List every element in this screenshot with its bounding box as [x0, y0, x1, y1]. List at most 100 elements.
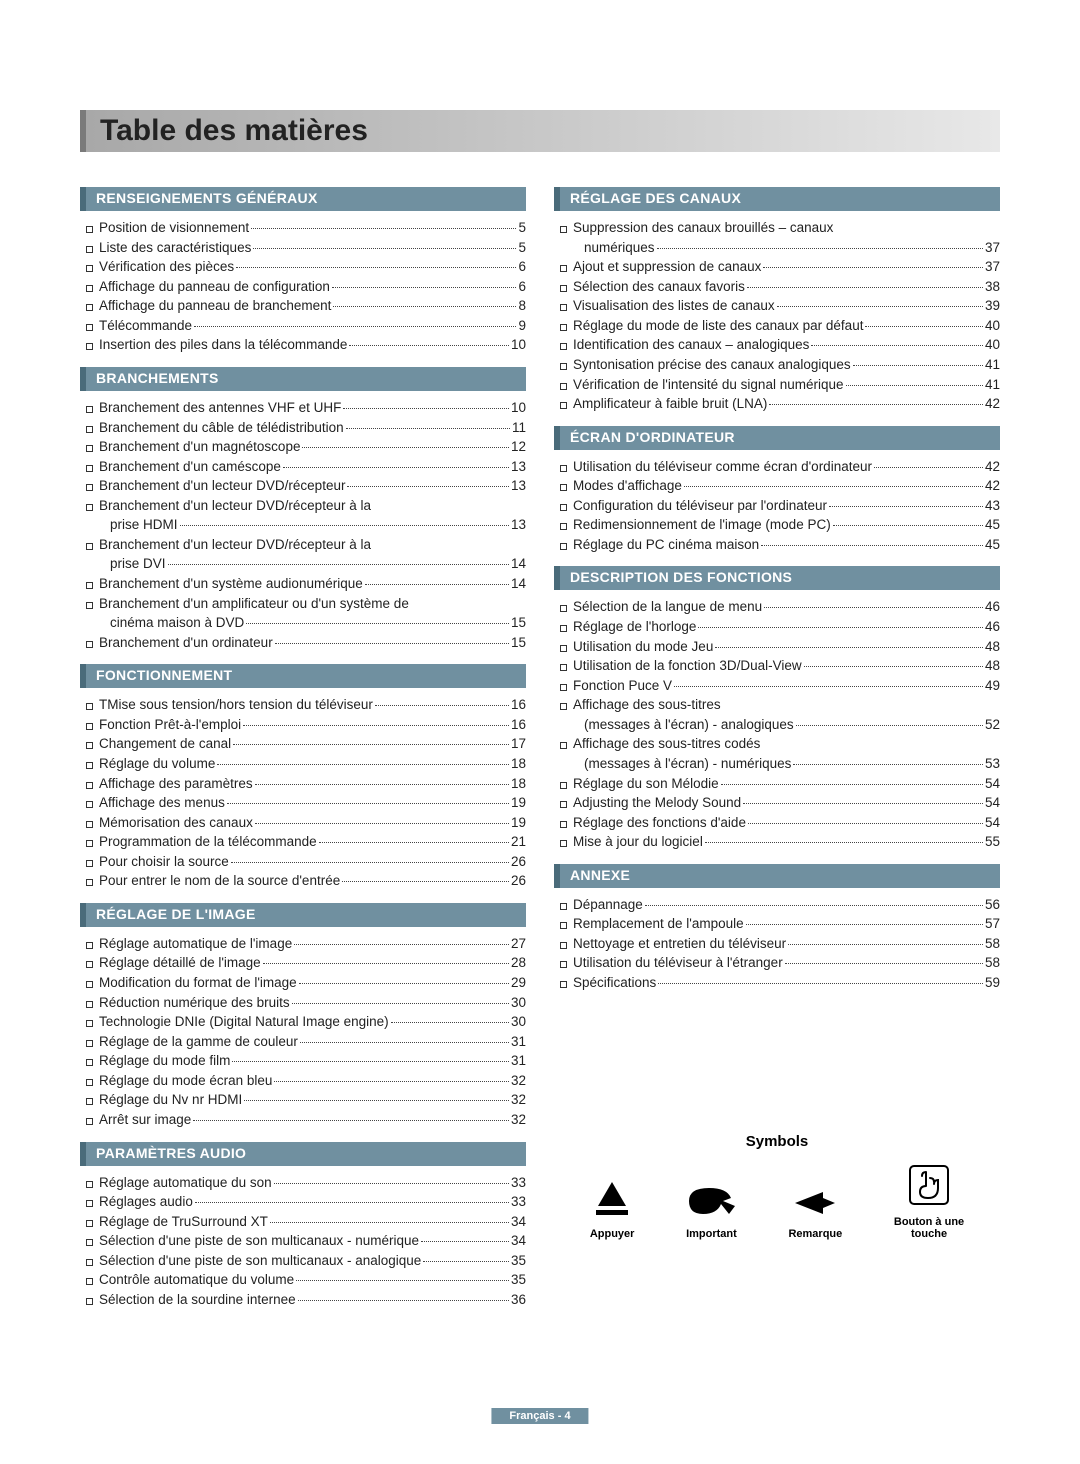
toc-item: Réglage automatique de l'image27 [86, 934, 526, 954]
toc-label: Spécifications [573, 973, 656, 993]
toc-label: Modification du format de l'image [99, 973, 297, 993]
toc-item: Réglage du mode écran bleu32 [86, 1071, 526, 1091]
toc-page-number: 56 [985, 895, 1000, 915]
toc-page-number: 9 [518, 316, 526, 336]
toc-label: Visualisation des listes de canaux [573, 296, 775, 316]
bullet-icon [86, 782, 93, 789]
toc-label: Liste des caractéristiques [99, 238, 251, 258]
toc-leader-dots [298, 1300, 509, 1301]
toc-page-number: 45 [985, 515, 1000, 535]
toc-list: TMise sous tension/hors tension du télév… [80, 695, 526, 891]
toc-item: Branchement d'un amplificateur ou d'un s… [86, 594, 526, 614]
toc-page-number: 19 [511, 793, 526, 813]
symbol-item: Bouton à unetouche [894, 1164, 964, 1241]
symbols-title: Symbols [554, 1133, 1000, 1150]
toc-item: Nettoyage et entretien du téléviseur58 [560, 934, 1000, 954]
bullet-icon [560, 285, 567, 292]
toc-page-number: 29 [511, 973, 526, 993]
toc-item: Insertion des piles dans la télécommande… [86, 335, 526, 355]
bullet-icon [560, 742, 567, 749]
bullet-icon [86, 1020, 93, 1027]
toc-item: Utilisation de la fonction 3D/Dual-View4… [560, 656, 1000, 676]
bullet-icon [560, 265, 567, 272]
toc-list: Position de visionnement5Liste des carac… [80, 218, 526, 355]
toc-page-number: 40 [985, 335, 1000, 355]
bullet-icon [86, 703, 93, 710]
toc-page-number: 42 [985, 457, 1000, 477]
bullet-icon [86, 981, 93, 988]
toc-page-number: 39 [985, 296, 1000, 316]
section-heading-text: ÉCRAN D'ORDINATEUR [570, 429, 735, 445]
toc-label: prise HDMI [110, 515, 178, 535]
toc-leader-dots [747, 287, 983, 288]
toc-label: Suppression des canaux brouillés – canau… [573, 218, 833, 238]
toc-leader-dots [763, 267, 983, 268]
toc-item: Réglage de TruSurround XT34 [86, 1212, 526, 1232]
toc-list: Branchement des antennes VHF et UHF10Bra… [80, 398, 526, 652]
toc-item: Réglage de la gamme de couleur31 [86, 1032, 526, 1052]
toc-label: (messages à l'écran) - analogiques [584, 715, 794, 735]
toc-list: Réglage automatique de l'image27 Réglage … [80, 934, 526, 1130]
bullet-icon [86, 821, 93, 828]
bullet-icon [560, 782, 567, 789]
toc-label: Branchement d'un lecteur DVD/récepteur [99, 476, 345, 496]
section-heading: ANNEXE [554, 864, 1000, 888]
toc-item: numériques37 [560, 238, 1000, 258]
toc-label: Fonction Puce V [573, 676, 672, 696]
toc-page-number: 14 [511, 574, 526, 594]
toc-leader-dots [705, 842, 983, 843]
bullet-icon [86, 484, 93, 491]
toc-leader-dots [217, 764, 509, 765]
page-title-bar: Table des matières [80, 110, 1000, 152]
toc-item: Visualisation des listes de canaux 39 [560, 296, 1000, 316]
bullet-icon [86, 840, 93, 847]
section-heading-text: PARAMÈTRES AUDIO [96, 1145, 246, 1161]
bullet-icon [560, 922, 567, 929]
toc-item: (messages à l'écran) - analogiques52 [560, 715, 1000, 735]
toc-leader-dots [746, 924, 983, 925]
toc-label: Réglage du PC cinéma maison [573, 535, 759, 555]
toc-item: Sélection des canaux favoris38 [560, 277, 1000, 297]
toc-leader-dots [243, 725, 509, 726]
toc-item: Identification des canaux – analogiques4… [560, 335, 1000, 355]
bullet-icon [560, 664, 567, 671]
toc-columns: RENSEIGNEMENTS GÉNÉRAUXPosition de visio… [80, 177, 1000, 1321]
toc-page-number: 45 [985, 535, 1000, 555]
toc-leader-dots [255, 784, 509, 785]
section-heading-text: BRANCHEMENTS [96, 370, 219, 386]
bullet-icon [86, 742, 93, 749]
toc-leader-dots [423, 1261, 509, 1262]
section-heading-text: RÉGLAGE DE L'IMAGE [96, 906, 256, 922]
toc-item: Affichage du panneau de branchement8 [86, 296, 526, 316]
bullet-icon [86, 641, 93, 648]
toc-page-number: 38 [985, 277, 1000, 297]
toc-page-number: 13 [511, 515, 526, 535]
toc-label: Mise à jour du logiciel [573, 832, 703, 852]
toc-leader-dots [375, 705, 509, 706]
toc-leader-dots [804, 666, 983, 667]
toc-label: Ajout et suppression de canaux [573, 257, 761, 277]
section-heading: PARAMÈTRES AUDIO [80, 1142, 526, 1166]
bullet-icon [560, 543, 567, 550]
toc-leader-dots [846, 385, 983, 386]
bullet-icon [86, 265, 93, 272]
toc-leader-dots [253, 248, 516, 249]
toc-page-number: 11 [512, 418, 526, 438]
toc-page-number: 31 [511, 1032, 526, 1052]
bullet-icon [86, 1098, 93, 1105]
toc-label: Branchement d'un amplificateur ou d'un s… [99, 594, 409, 614]
toc-label: Mémorisation des canaux [99, 813, 253, 833]
toc-label: Utilisation du mode Jeu [573, 637, 713, 657]
bullet-icon [560, 363, 567, 370]
toc-leader-dots [236, 267, 516, 268]
toc-page-number: 32 [511, 1090, 526, 1110]
toc-page-number: 16 [511, 715, 526, 735]
toc-leader-dots [246, 623, 509, 624]
toc-leader-dots [319, 842, 509, 843]
toc-item: Sélection d'une piste de son multicanaux… [86, 1251, 526, 1271]
toc-leader-dots [874, 467, 983, 468]
toc-item: Réglage du mode de liste des canaux par … [560, 316, 1000, 336]
toc-page-number: 46 [985, 597, 1000, 617]
bullet-icon [560, 343, 567, 350]
toc-page-number: 32 [511, 1071, 526, 1091]
